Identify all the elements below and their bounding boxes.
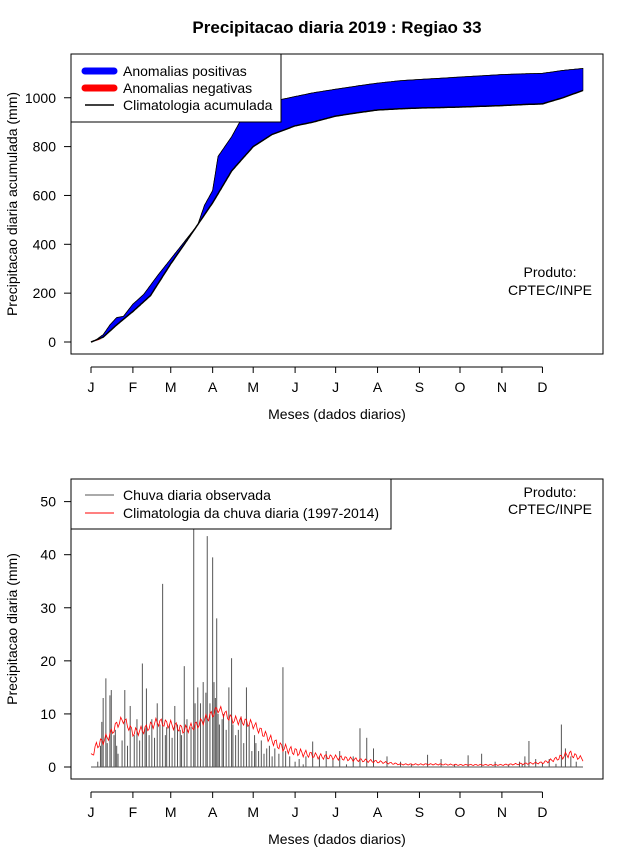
x-tick-label: S [415, 379, 424, 395]
x-tick-label: J [332, 379, 339, 395]
y-axis-label: Precipitacao diaria (mm) [4, 553, 20, 705]
x-tick-label: A [208, 804, 218, 820]
x-tick-label: N [497, 804, 507, 820]
y-tick-label: 0 [48, 759, 56, 775]
legend-box [70, 478, 392, 530]
chart-title: Precipitacao diaria 2019 : Regiao 33 [192, 18, 481, 37]
y-tick-label: 1000 [25, 90, 56, 106]
x-tick-label: F [129, 379, 138, 395]
y-tick-label: 600 [33, 187, 57, 203]
y-tick-label: 400 [33, 236, 57, 252]
x-tick-label: J [88, 379, 95, 395]
legend-label-observed: Chuva diaria observada [123, 487, 271, 503]
x-tick-label: M [165, 804, 177, 820]
annotation-line-2: CPTEC/INPE [508, 282, 592, 298]
y-axis: 0 10 20 30 40 50 [40, 494, 71, 775]
y-tick-label: 40 [40, 547, 56, 563]
x-tick-label: O [455, 379, 466, 395]
observed-cumulative-line [90, 68, 584, 343]
legend: Chuva diaria observada Climatologia da c… [70, 478, 392, 530]
x-tick-label: J [292, 804, 299, 820]
y-tick-label: 20 [40, 653, 56, 669]
y-tick-label: 10 [40, 706, 56, 722]
legend-label-climatology: Climatologia acumulada [123, 97, 273, 113]
x-tick-label: A [373, 804, 383, 820]
climatology-daily-line [90, 705, 584, 766]
y-axis: 0 200 400 600 800 1000 [25, 90, 71, 350]
y-axis-label: Precipitacao diaria acumulada (mm) [4, 92, 20, 316]
x-tick-label: M [247, 804, 259, 820]
line-layer [90, 68, 584, 343]
x-axis-label: Meses (dados diarios) [268, 406, 406, 422]
daily-chart: 0 10 20 30 40 50 J F M A M J J A S O N D Precipitacao di… [4, 478, 604, 847]
legend-label-positive: Anomalias positivas [123, 63, 247, 79]
x-tick-label: J [88, 804, 95, 820]
y-tick-label: 800 [33, 139, 57, 155]
legend-label-negative: Anomalias negativas [123, 80, 252, 96]
y-tick-label: 50 [40, 494, 56, 510]
x-axis-label: Meses (dados diarios) [268, 831, 406, 847]
x-tick-label: O [455, 804, 466, 820]
y-tick-label: 200 [33, 285, 57, 301]
x-tick-label: A [373, 379, 383, 395]
x-tick-label: J [332, 804, 339, 820]
y-tick-label: 30 [40, 600, 56, 616]
line-layer [90, 705, 584, 766]
x-tick-label: J [292, 379, 299, 395]
x-tick-label: S [415, 804, 424, 820]
x-tick-label: D [537, 804, 547, 820]
x-tick-label: D [537, 379, 547, 395]
plot-frame [70, 53, 604, 355]
cumulative-chart: 0 200 400 600 800 1000 J F M A M J J A S O N D Precipita… [4, 53, 604, 422]
legend-label-climatology: Climatologia da chuva diaria (1997-2014) [123, 505, 379, 521]
x-tick-label: A [208, 379, 218, 395]
y-tick-label: 0 [48, 334, 56, 350]
x-tick-label: F [129, 804, 138, 820]
x-tick-label: N [497, 379, 507, 395]
climatology-cumulative-line [90, 89, 584, 343]
annotation-line-1: Produto: [524, 264, 577, 280]
annotation-line-2: CPTEC/INPE [508, 501, 592, 517]
legend: Anomalias positivas Anomalias negativas … [70, 53, 282, 123]
bar-layer [91, 504, 583, 768]
x-tick-label: M [247, 379, 259, 395]
annotation-line-1: Produto: [524, 484, 577, 500]
x-tick-label: M [165, 379, 177, 395]
